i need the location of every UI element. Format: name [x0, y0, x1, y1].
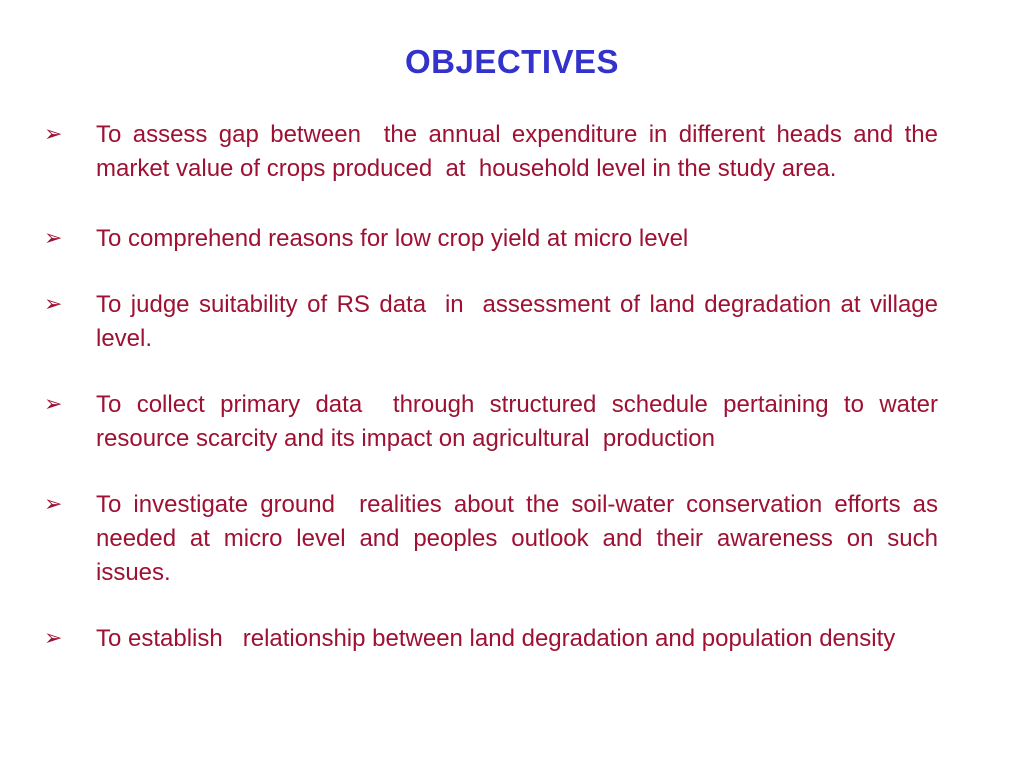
arrowhead-bullet-icon: ➢ — [44, 492, 63, 517]
list-item: ➢ To investigate ground realities about … — [44, 488, 938, 590]
objective-text-5: To investigate ground realities about th… — [96, 491, 945, 586]
list-item: ➢ To collect primary data through struct… — [44, 388, 938, 456]
arrowhead-bullet-icon: ➢ — [44, 392, 63, 417]
objective-text-3: To judge suitability of RS data in asses… — [96, 291, 945, 352]
list-item: ➢ To judge suitability of RS data in ass… — [44, 288, 938, 356]
page-title: OBJECTIVES — [404, 43, 620, 80]
list-item: ➢ To assess gap between the annual expen… — [44, 118, 938, 186]
objectives-list: ➢ To assess gap between the annual expen… — [44, 118, 938, 656]
list-item: ➢ To comprehend reasons for low crop yie… — [44, 222, 938, 256]
arrowhead-bullet-icon: ➢ — [44, 122, 63, 147]
objective-text-2: To comprehend reasons for low crop yield… — [96, 225, 689, 252]
arrowhead-bullet-icon: ➢ — [44, 626, 63, 651]
objective-text-1: To assess gap between the annual expendi… — [96, 121, 945, 182]
objective-text-6: To establish relationship between land d… — [96, 625, 896, 652]
arrowhead-bullet-icon: ➢ — [44, 292, 63, 317]
objective-text-4: To collect primary data through structur… — [96, 391, 945, 452]
arrowhead-bullet-icon: ➢ — [44, 226, 63, 251]
list-item: ➢ To establish relationship between land… — [44, 622, 938, 656]
